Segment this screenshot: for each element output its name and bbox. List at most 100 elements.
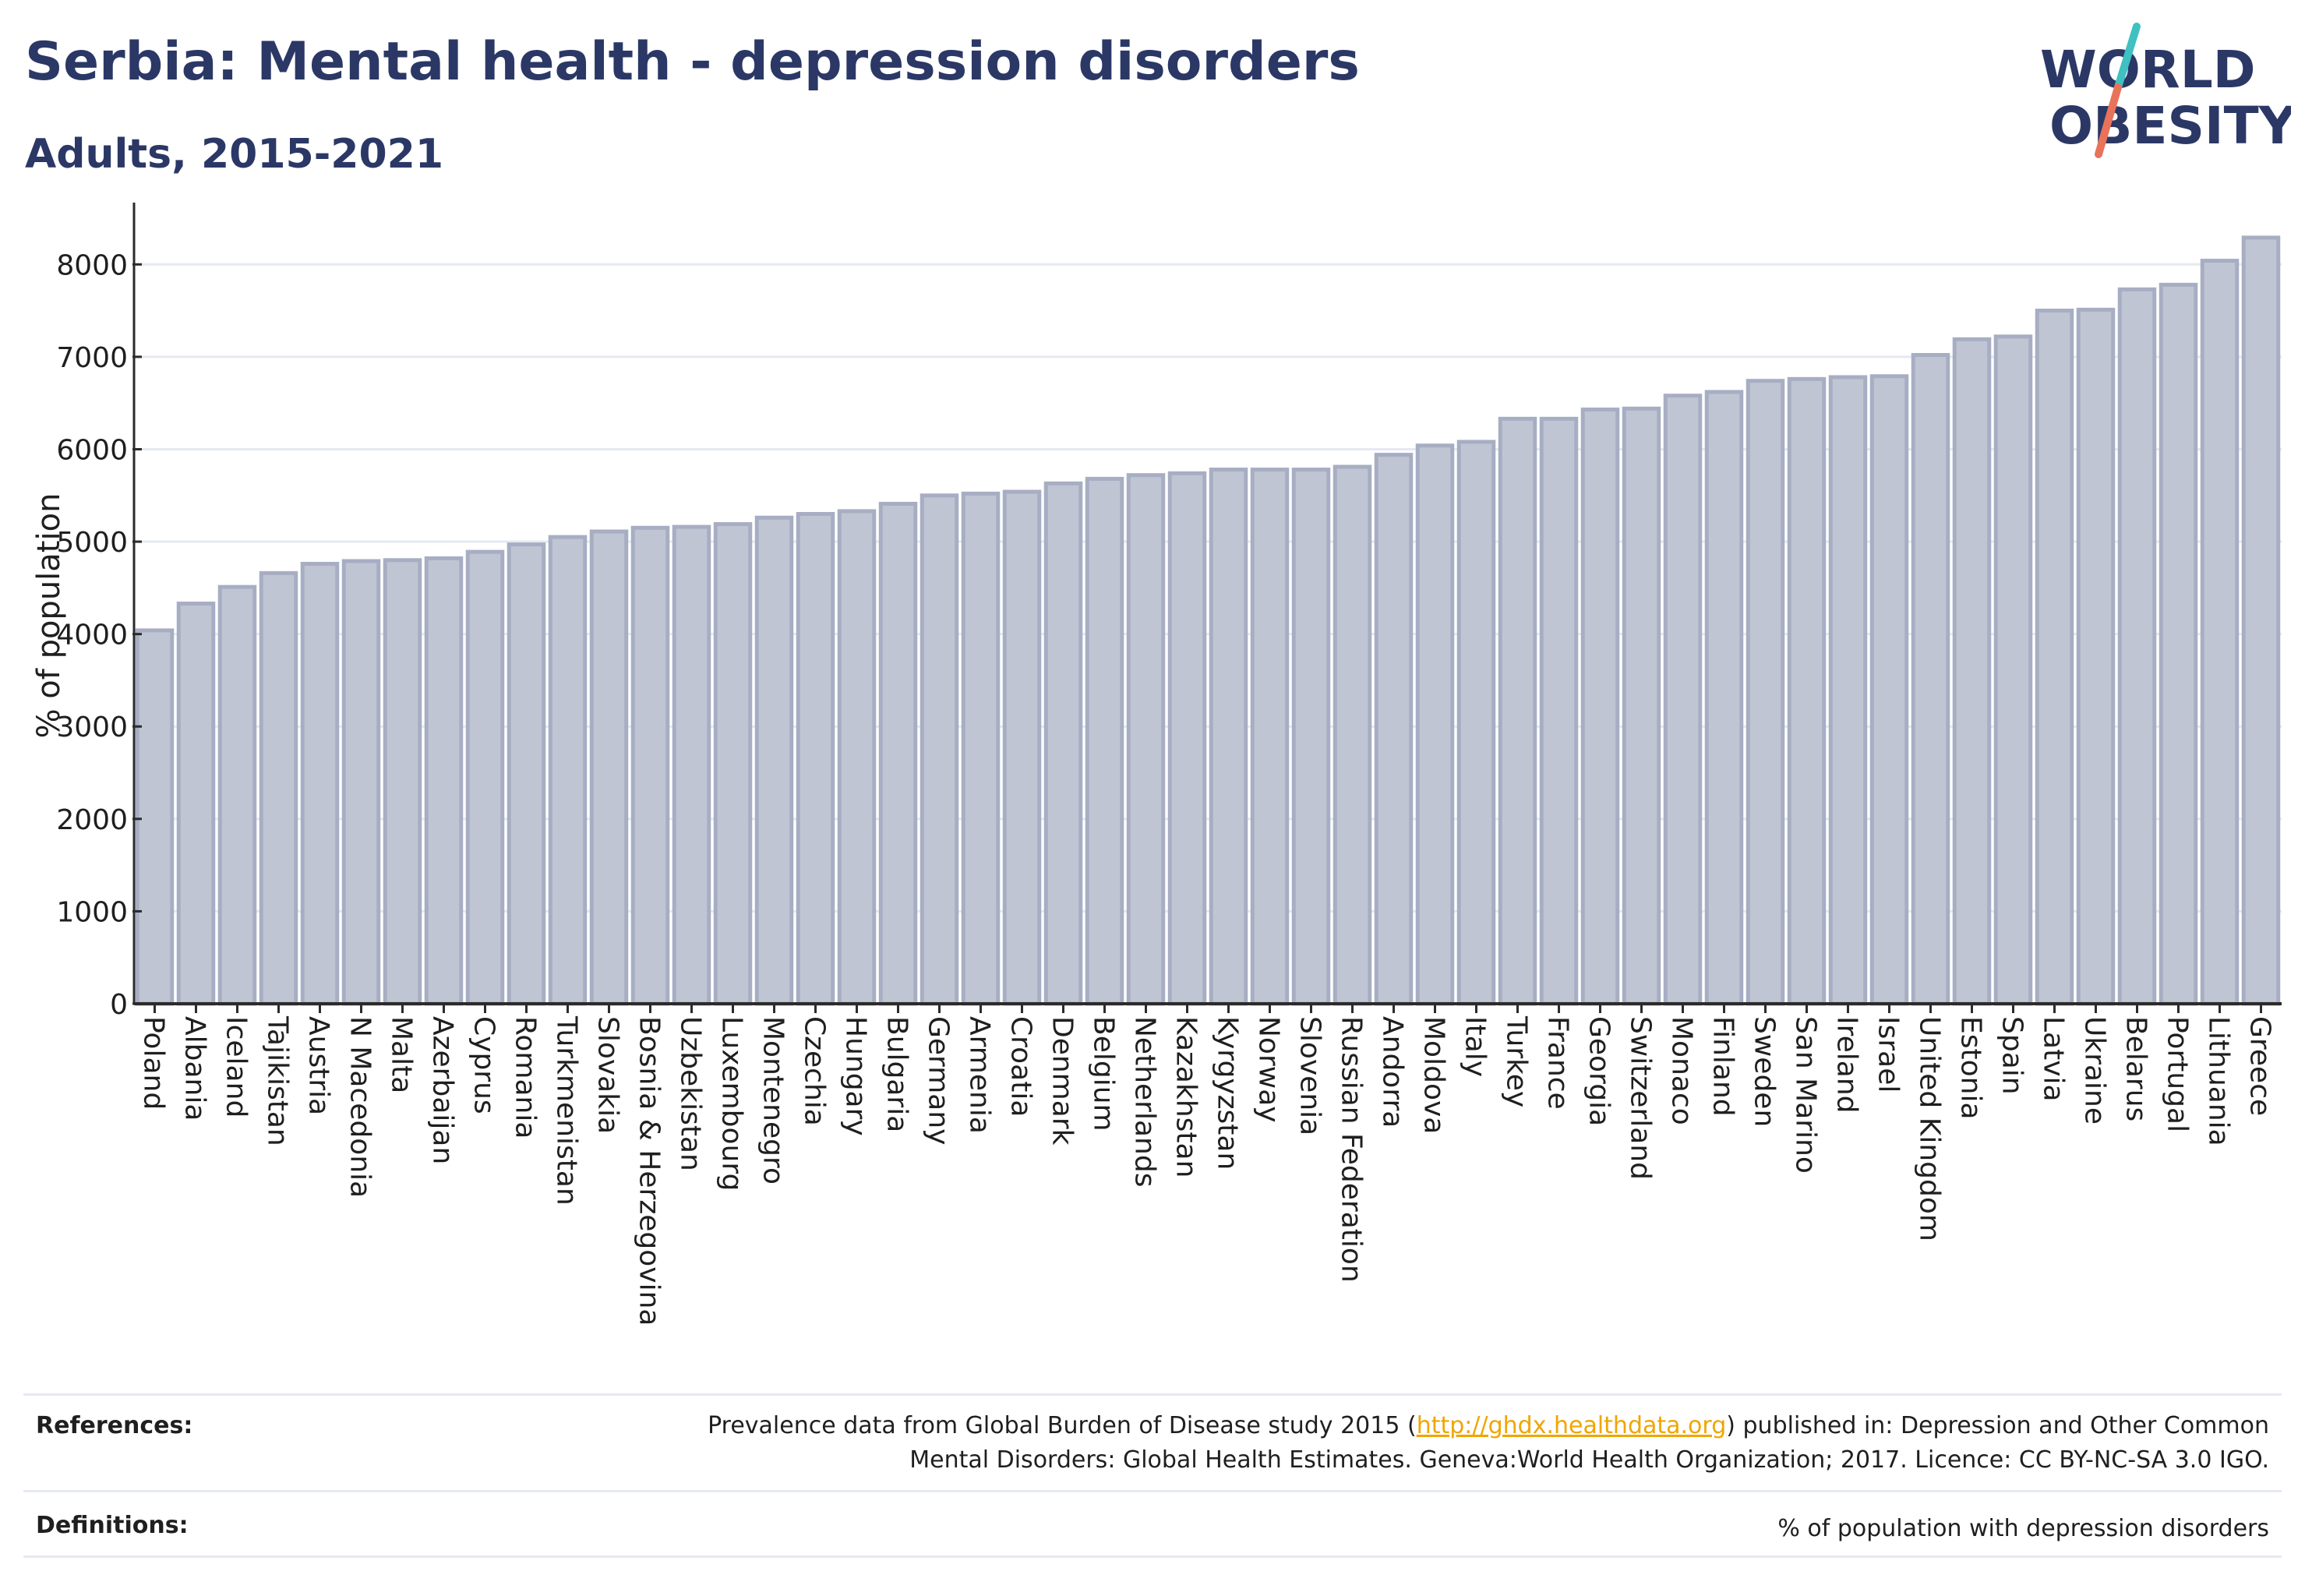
- bar-greece: [2241, 235, 2281, 1006]
- bar-united-kingdom: [1911, 353, 1950, 1006]
- x-tick-label: Sweden: [1749, 1016, 1781, 1127]
- definitions-text: % of population with depression disorder…: [1777, 1515, 2269, 1542]
- x-tick-label: Cyprus: [468, 1016, 500, 1114]
- x-tick-label: Armenia: [964, 1016, 996, 1134]
- x-tick-label: Monaco: [1666, 1016, 1698, 1125]
- bar-belgium: [1085, 476, 1124, 1006]
- axes: [132, 203, 2282, 1013]
- x-tick-label: Slovakia: [592, 1016, 624, 1134]
- logo-slash-teal: [2114, 23, 2141, 91]
- x-tick-label: Russian Federation: [1336, 1016, 1368, 1283]
- y-tick-label: 8000: [56, 249, 128, 281]
- world-obesity-logo: WORLD OBESITY: [2040, 23, 2291, 158]
- bar-lithuania: [2200, 259, 2240, 1006]
- x-tick-label: Poland: [138, 1016, 170, 1110]
- references-link[interactable]: http://ghdx.healthdata.org: [1416, 1412, 1727, 1439]
- references-text: Prevalence data from Global Burden of Di…: [708, 1409, 2269, 1478]
- bar-kyrgyzstan: [1209, 468, 1248, 1006]
- x-tick-label: Uzbekistan: [675, 1016, 707, 1171]
- x-tick-label: Albania: [179, 1016, 211, 1121]
- x-tick-label: Germany: [923, 1016, 955, 1145]
- references-text-part1: Prevalence data from Global Burden of Di…: [708, 1412, 1417, 1439]
- y-tick-label: 7000: [56, 342, 128, 374]
- bar-cyprus: [465, 549, 505, 1006]
- x-tick-label: Hungary: [840, 1016, 872, 1136]
- bar-russian-federation: [1333, 464, 1372, 1006]
- x-tick-label: Latvia: [2038, 1016, 2070, 1102]
- separator-middle: [23, 1490, 2282, 1492]
- bar-chart: 0 1000 2000 3000 4000 5000 6000 7000 8000 Poland…: [31, 203, 2282, 1326]
- bar-bosnia-herzegovina: [630, 525, 670, 1006]
- bar-sweden: [1746, 379, 1785, 1006]
- bar-portugal: [2159, 282, 2198, 1006]
- bar-austria: [300, 562, 340, 1006]
- bar-poland: [135, 628, 175, 1006]
- bar-norway: [1250, 468, 1290, 1006]
- x-tick-label: Tajikistan: [262, 1015, 294, 1146]
- bar-albania: [176, 602, 216, 1006]
- x-tick-label: Bulgaria: [881, 1016, 913, 1132]
- x-tick-labels: Poland Albania Iceland Tajikistan Austria N M…: [138, 1015, 2276, 1326]
- x-tick-label: N Macedonia: [344, 1016, 376, 1198]
- bar-finland: [1704, 390, 1744, 1006]
- chart-title: Serbia: Mental health - depression disor…: [25, 31, 1360, 93]
- x-tick-label: Norway: [1253, 1016, 1285, 1123]
- definitions-label: Definitions:: [36, 1512, 189, 1539]
- bar-andorra: [1374, 453, 1414, 1006]
- bar-hungary: [837, 509, 877, 1006]
- bar-malta: [383, 558, 422, 1006]
- bar-monaco: [1663, 394, 1703, 1006]
- x-tick-label: Denmark: [1047, 1016, 1078, 1146]
- bar-turkey: [1498, 416, 1537, 1006]
- chart-subtitle: Adults, 2015-2021: [25, 131, 444, 178]
- x-tick-label: Georgia: [1583, 1016, 1615, 1126]
- x-tick-label: Andorra: [1377, 1016, 1409, 1128]
- x-tick-label: Romania: [510, 1016, 542, 1139]
- x-tick-label: Belgium: [1088, 1016, 1120, 1132]
- bar-denmark: [1043, 481, 1083, 1006]
- x-tick-label: Slovenia: [1294, 1016, 1326, 1135]
- x-tick-label: Turkey: [1501, 1015, 1533, 1107]
- references-text-line2: Mental Disorders: Global Health Estimate…: [909, 1446, 2269, 1474]
- separator-top: [23, 1393, 2282, 1396]
- bar-ukraine: [2076, 307, 2116, 1006]
- bar-slovenia: [1291, 468, 1331, 1006]
- bar-azerbaijan: [424, 556, 464, 1006]
- x-tick-label: Israel: [1873, 1016, 1904, 1093]
- y-axis-label: % of population: [31, 493, 67, 739]
- bars: [135, 235, 2281, 1006]
- x-tick-label: Lithuania: [2203, 1016, 2235, 1146]
- x-tick-label: Belarus: [2120, 1016, 2152, 1121]
- bar-czechia: [796, 511, 835, 1006]
- bar-croatia: [1002, 489, 1042, 1006]
- x-tick-label: Luxembourg: [716, 1016, 748, 1191]
- x-tick-label: Ukraine: [2079, 1016, 2111, 1125]
- bar-romania: [507, 542, 546, 1006]
- x-tick-label: Azerbaijan: [427, 1016, 459, 1164]
- bar-tajikistan: [259, 570, 298, 1006]
- x-tick-label: Kazakhstan: [1170, 1016, 1202, 1178]
- bar-france: [1539, 416, 1579, 1006]
- x-tick-label: Turkmenistan: [551, 1015, 583, 1206]
- x-tick-label: San Marino: [1790, 1016, 1822, 1174]
- y-tick-label: 6000: [56, 434, 128, 466]
- logo-slash-red: [2095, 83, 2122, 158]
- x-tick-label: Spain: [1996, 1016, 2028, 1095]
- y-tick-label: 0: [110, 989, 128, 1021]
- x-tick-label: Austria: [303, 1016, 335, 1115]
- logo-word-world: WORLD: [2040, 40, 2256, 100]
- bar-bulgaria: [878, 501, 918, 1006]
- y-tick-label: 2000: [56, 804, 128, 836]
- x-tick-label: Italy: [1460, 1016, 1491, 1077]
- x-tick-label: United Kingdom: [1914, 1016, 1946, 1241]
- x-tick-label: Greece: [2244, 1016, 2276, 1116]
- bar-uzbekistan: [672, 524, 711, 1006]
- x-tick-label: Iceland: [221, 1016, 252, 1118]
- x-tick-label: Finland: [1707, 1016, 1739, 1117]
- x-tick-label: Moldova: [1418, 1016, 1450, 1134]
- bar-iceland: [217, 584, 257, 1006]
- y-tick-labels: 0 1000 2000 3000 4000 5000 6000 7000 8000: [56, 249, 128, 1021]
- x-tick-label: France: [1542, 1016, 1574, 1110]
- bar-georgia: [1580, 407, 1620, 1006]
- bar-israel: [1869, 374, 1909, 1006]
